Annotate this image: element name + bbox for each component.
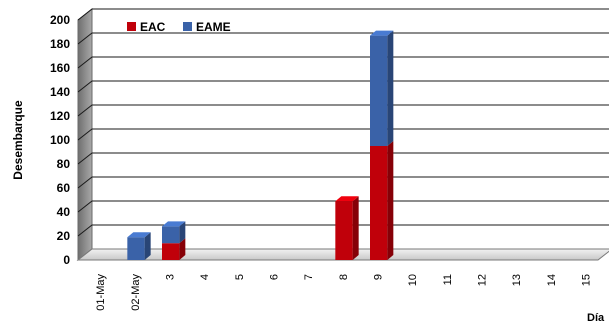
legend-label-eame: EAME (196, 20, 231, 34)
x-tick-label: 7 (303, 274, 315, 280)
gridline (77, 200, 609, 213)
x-tick-label: 01-May (95, 274, 107, 311)
gridline (77, 32, 609, 45)
bar-front (370, 146, 388, 260)
x-tick-label: 10 (407, 274, 419, 286)
y-axis-ticks: 0 20 40 60 80 100 120 140 160 180 200 (50, 13, 70, 267)
gridline (77, 224, 609, 237)
bar-eame-02-may (127, 232, 151, 260)
y-tick-label: 0 (63, 253, 70, 267)
y-tick-label: 120 (50, 109, 70, 123)
bar-side (179, 221, 186, 244)
x-tick-label: 14 (546, 274, 558, 286)
x-tick-label: 12 (477, 274, 489, 286)
x-tick-label: 11 (442, 274, 454, 285)
y-tick-label: 20 (57, 229, 71, 243)
bar-eac-3 (162, 238, 186, 260)
x-tick-label: 4 (199, 274, 211, 280)
y-tick-label: 200 (50, 13, 70, 27)
bar-side (352, 196, 359, 260)
y-tick-label: 160 (50, 61, 70, 75)
legend-swatch-eame (183, 22, 192, 31)
legend-swatch-eac (127, 22, 136, 31)
bars (127, 30, 394, 260)
x-tick-label: 8 (338, 274, 350, 280)
bar-top (335, 196, 359, 202)
y-tick-label: 40 (57, 205, 71, 219)
bar-front (370, 35, 388, 146)
bar-eame-9 (370, 30, 394, 147)
gridline (77, 80, 609, 93)
bar-side (387, 141, 394, 260)
y-tick-label: 60 (57, 181, 71, 195)
bar-top (370, 30, 394, 36)
gridline (77, 176, 609, 189)
y-axis-label: Desembarque (11, 100, 25, 180)
x-tick-label: 6 (269, 274, 281, 280)
gridline (77, 8, 609, 21)
x-axis-label: Día (587, 312, 605, 323)
y-tick-label: 80 (57, 157, 71, 171)
gridline (77, 104, 609, 117)
x-axis-ticks: 01-May 02-May 3 4 5 6 7 8 9 10 11 12 13 14 15 (95, 274, 592, 311)
x-tick-label: 3 (165, 274, 177, 280)
bar-front (162, 226, 180, 244)
bar-top (162, 221, 186, 227)
legend-label-eac: EAC (140, 20, 166, 34)
bar-front (162, 243, 180, 260)
gridline (77, 56, 609, 69)
bar-side (387, 30, 394, 147)
bar-eame-3 (162, 221, 186, 244)
legend: EAC EAME (127, 20, 231, 34)
gridline (77, 152, 609, 165)
bar-front (335, 201, 353, 260)
bar-side (179, 238, 186, 260)
bar-top (127, 232, 151, 238)
gridline (77, 128, 609, 141)
gridlines (77, 8, 609, 237)
x-tick-label: 02-May (130, 274, 142, 311)
x-tick-label: 15 (581, 274, 593, 286)
x-tick-label: 13 (511, 274, 523, 286)
x-tick-label: 9 (373, 274, 385, 280)
bar-eac-9 (370, 141, 394, 260)
y-tick-label: 180 (50, 37, 70, 51)
bar-eac-8 (335, 196, 359, 260)
y-tick-label: 100 (50, 133, 70, 147)
bar-front (127, 237, 145, 260)
bar-side (144, 232, 151, 260)
x-tick-label: 5 (234, 274, 246, 280)
y-tick-label: 140 (50, 85, 70, 99)
